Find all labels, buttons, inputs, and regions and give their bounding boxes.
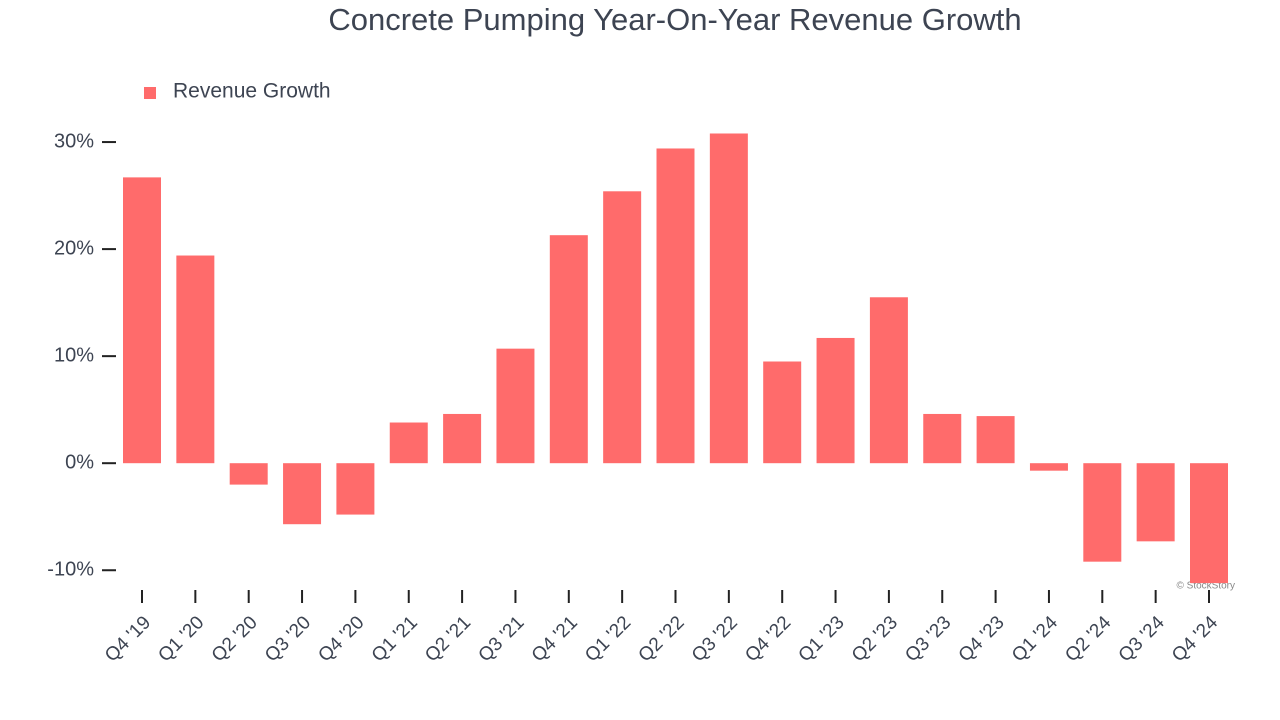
x-tick-label: Q1 '21 xyxy=(368,612,422,666)
x-tick-label: Q1 '22 xyxy=(581,612,635,666)
bar xyxy=(976,416,1015,464)
bar xyxy=(709,133,748,464)
bar xyxy=(763,361,802,464)
bar xyxy=(1190,463,1228,584)
x-tick-label: Q1 '20 xyxy=(154,612,208,666)
x-tick-label: Q2 '24 xyxy=(1061,612,1115,666)
bar xyxy=(496,348,535,464)
x-tick-label: Q2 '23 xyxy=(848,612,902,666)
bar xyxy=(336,463,375,515)
y-tick-label: 10% xyxy=(54,344,94,366)
bar xyxy=(123,177,161,464)
bar xyxy=(1083,463,1122,562)
bar xyxy=(1029,463,1068,471)
x-tick-label: Q1 '24 xyxy=(1008,612,1062,666)
y-tick-label: -10% xyxy=(47,559,94,581)
x-tick-label: Q2 '21 xyxy=(421,612,475,666)
x-tick-label: Q4 '22 xyxy=(741,612,795,666)
x-tick-label: Q3 '21 xyxy=(475,612,529,666)
bar xyxy=(656,148,695,464)
x-tick-label: Q3 '20 xyxy=(261,612,315,666)
x-tick-label: Q4 '20 xyxy=(314,612,368,666)
bar xyxy=(389,422,428,464)
y-tick-label: 0% xyxy=(65,451,94,473)
bar xyxy=(816,337,855,464)
y-tick-label: 30% xyxy=(54,130,94,152)
x-tick-label: Q4 '19 xyxy=(101,612,155,666)
bar xyxy=(869,297,908,464)
bar xyxy=(549,235,588,464)
legend-swatch xyxy=(144,87,156,99)
bar xyxy=(443,413,482,464)
x-tick-label: Q4 '24 xyxy=(1168,612,1222,666)
legend-label: Revenue Growth xyxy=(173,80,331,103)
x-tick-label: Q2 '20 xyxy=(208,612,262,666)
watermark: © StockStory xyxy=(1177,581,1236,592)
bar xyxy=(923,413,962,464)
bar xyxy=(229,463,268,485)
bar xyxy=(1136,463,1175,542)
x-tick-label: Q4 '23 xyxy=(955,612,1009,666)
x-tick-label: Q4 '21 xyxy=(528,612,582,666)
x-tick-label: Q3 '22 xyxy=(688,612,742,666)
x-tick-label: Q1 '23 xyxy=(795,612,849,666)
y-tick-label: 20% xyxy=(54,237,94,259)
bar xyxy=(603,191,642,464)
chart-title: Concrete Pumping Year-On-Year Revenue Gr… xyxy=(328,2,1021,37)
x-tick-label: Q2 '22 xyxy=(635,612,689,666)
x-tick-label: Q3 '23 xyxy=(901,612,955,666)
bar xyxy=(176,255,215,464)
bar xyxy=(283,463,322,525)
x-tick-label: Q3 '24 xyxy=(1115,612,1169,666)
